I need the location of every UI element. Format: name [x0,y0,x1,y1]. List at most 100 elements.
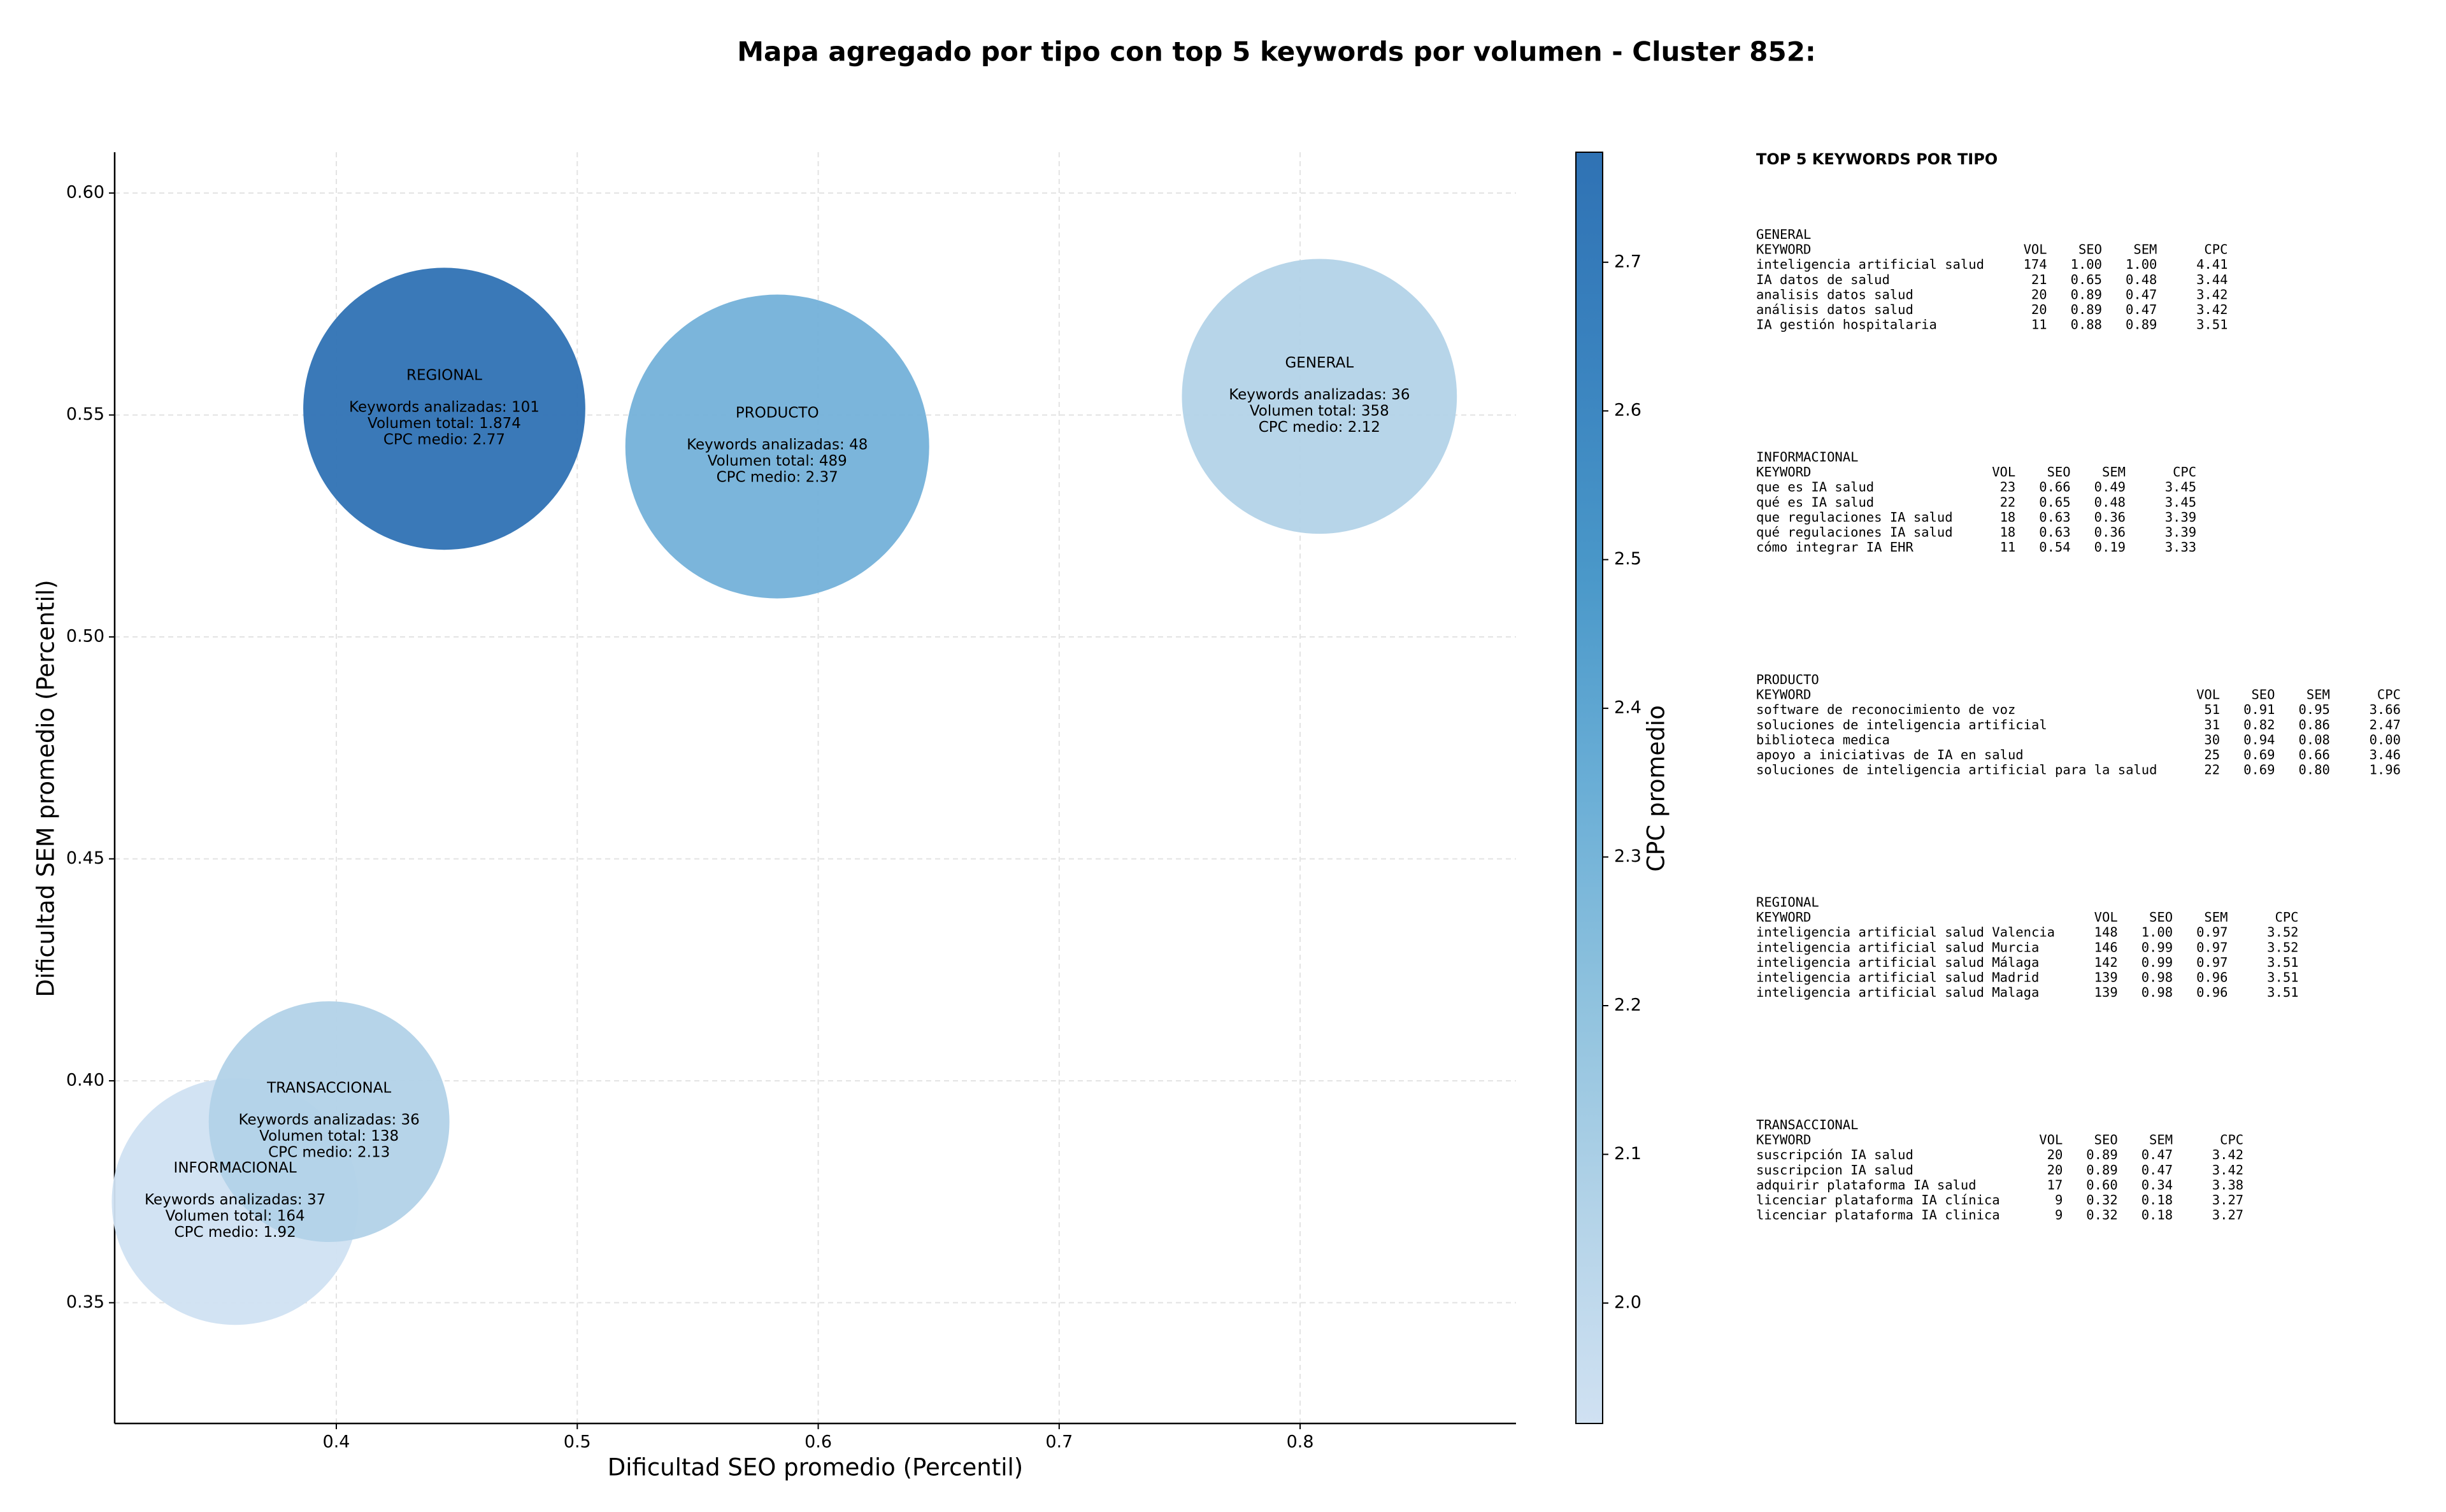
table-cell: 25 [2204,747,2220,762]
table-cell: 146 [2094,939,2118,955]
table-cell: 23 [2000,480,2016,495]
table-cell: 0.97 [2196,939,2228,955]
table-cell: 0.99 [2142,939,2173,955]
table-header: KEYWORD [1756,464,1811,480]
bubble-annotation: CPC medio: 2.77 [383,431,505,448]
table-header: VOL [1992,464,2015,480]
table-cell: 0.47 [2142,1162,2173,1178]
y-tick-label: 0.50 [66,627,104,646]
bubble [303,267,585,550]
table-cell: 0.98 [2142,970,2173,985]
table-cell: 0.47 [2126,302,2157,317]
table-cell: 9 [2055,1192,2063,1208]
bubble-annotation: CPC medio: 2.13 [268,1145,390,1161]
bubble [1182,259,1457,534]
section-title: GENERAL [1756,227,1811,242]
table-header: SEO [2047,464,2071,480]
table-cell: 0.36 [2094,525,2126,540]
table-cell: suscripción IA salud [1756,1147,1913,1162]
table-cell: adquirir plataforma IA salud [1756,1177,1977,1192]
table-cell: 0.94 [2243,732,2275,747]
table-cell: 0.97 [2196,925,2228,940]
colorbar-tick-label: 2.4 [1614,698,1641,718]
table-cell: inteligencia artificial salud Málaga [1756,955,2039,970]
section-title: TRANSACCIONAL [1756,1117,1858,1132]
table-cell: 30 [2204,732,2220,747]
table-cell: 20 [2031,302,2047,317]
table-cell: 0.60 [2086,1177,2117,1192]
table-header: SEO [2149,909,2173,925]
table-cell: 0.91 [2243,702,2275,717]
table-header: VOL [2024,242,2047,257]
table-cell: apoyo a iniciativas de IA en salud [1756,747,2024,762]
table-cell: 0.47 [2126,287,2157,302]
table-cell: 142 [2094,955,2118,970]
colorbar-label: CPC promedio [1643,705,1670,871]
table-cell: 3.39 [2165,525,2196,540]
bubble-annotation: Volumen total: 489 [708,453,847,469]
table-cell: cómo integrar IA EHR [1756,539,1913,555]
table-cell: 3.42 [2196,287,2228,302]
bubble-annotation: CPC medio: 2.12 [1259,419,1380,436]
table-header: SEO [2078,242,2102,257]
table-header: KEYWORD [1756,1132,1811,1148]
table-cell: 0.08 [2299,732,2330,747]
y-axis-label: Dificultad SEM promedio (Percentil) [32,580,60,997]
table-cell: 0.98 [2142,985,2173,1000]
table-cell: 2.47 [2370,717,2401,732]
table-cell: 3.51 [2267,985,2298,1000]
table-header: CPC [2275,909,2298,925]
table-cell: 0.36 [2094,510,2126,525]
table-cell: 3.52 [2267,925,2298,940]
table-cell: 148 [2094,925,2118,940]
table-cell: IA datos de salud [1756,272,1890,287]
bubble-label: INFORMACIONAL [174,1160,297,1176]
table-cell: 0.89 [2071,302,2102,317]
table-cell: inteligencia artificial salud Madrid [1756,970,2039,985]
table-cell: inteligencia artificial salud Murcia [1756,939,2039,955]
table-cell: 0.89 [2086,1147,2117,1162]
table-cell: 0.96 [2196,985,2228,1000]
colorbar-tick-label: 2.6 [1614,401,1641,420]
table-cell: 20 [2047,1147,2063,1162]
table-cell: 0.65 [2039,494,2070,510]
section-title: PRODUCTO [1756,672,1819,687]
bubble-annotation: Volumen total: 138 [259,1128,399,1145]
chart-title: Mapa agregado por tipo con top 5 keyword… [737,36,1816,68]
table-cell: soluciones de inteligencia artificial pa… [1756,762,2157,778]
table-cell: 3.51 [2267,970,2298,985]
table-cell: 0.69 [2243,762,2275,778]
x-tick-label: 0.5 [564,1432,591,1452]
table-cell: 3.27 [2212,1192,2243,1208]
y-tick-label: 0.60 [66,183,104,203]
bubble-annotation: Keywords analizadas: 36 [1229,387,1410,403]
table-cell: 0.18 [2142,1208,2173,1223]
table-cell: 0.66 [2299,747,2330,762]
table-cell: 0.54 [2039,539,2070,555]
table-cell: análisis datos salud [1756,302,1913,317]
table-cell: 0.82 [2243,717,2275,732]
x-tick-label: 0.7 [1045,1432,1073,1452]
table-cell: 11 [2000,539,2016,555]
table-cell: inteligencia artificial salud [1756,257,1984,272]
table-cell: 3.66 [2370,702,2401,717]
table-cell: 0.00 [2370,732,2401,747]
table-cell: 3.27 [2212,1208,2243,1223]
table-cell: 20 [2031,287,2047,302]
table-cell: qué es IA salud [1756,494,1874,510]
table-cell: 3.42 [2196,302,2228,317]
y-tick-label: 0.45 [66,848,104,868]
table-header: SEO [2251,687,2275,703]
bubble-annotation: Volumen total: 164 [166,1208,305,1225]
colorbar-tick-label: 2.1 [1614,1144,1641,1164]
table-header: SEM [2204,909,2228,925]
table-cell: 0.69 [2243,747,2275,762]
bubble [208,1001,450,1243]
table-cell: 0.66 [2039,480,2070,495]
table-cell: 0.89 [2126,317,2157,332]
bubble-annotation: Keywords analizadas: 36 [239,1112,420,1129]
table-cell: qué regulaciones IA salud [1756,525,1953,540]
section-title: INFORMACIONAL [1756,450,1858,465]
section-title: REGIONAL [1756,895,1819,910]
